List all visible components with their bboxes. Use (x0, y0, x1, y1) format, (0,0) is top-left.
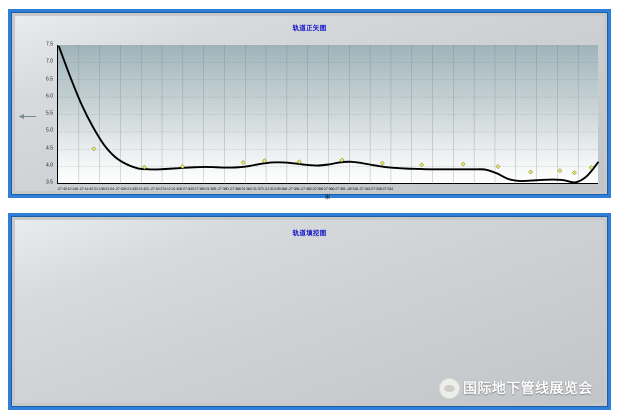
chart-panel-versine: 轨道正矢图 7.5 7.0 6.5 6.0 5.5 5.0 4.5 4.0 3.5 -27·45… (8, 9, 611, 201)
versine-plot-svg (58, 45, 599, 184)
data-point-marker (460, 161, 466, 167)
data-point-marker (588, 165, 594, 171)
x-axis-tick-labels-versine: -27·45·12·146·-27·14·42·21·138·21·04·-27… (57, 186, 393, 191)
y-axis-labels-versine: 7.5 7.0 6.5 6.0 5.5 5.0 4.5 4.0 3.5 (21, 41, 53, 186)
y-tick-label: 4.5 (46, 145, 53, 151)
data-point-marker (91, 146, 97, 152)
y-tick-label: 7.0 (46, 58, 53, 65)
data-point-marker (262, 158, 267, 164)
data-point-marker (419, 162, 425, 168)
x-axis-name-versine: 米 (324, 195, 331, 201)
data-point-marker (528, 169, 534, 175)
data-line (58, 45, 599, 184)
data-point-marker (339, 157, 345, 163)
y-tick-label: 5.0 (46, 127, 53, 134)
data-point-marker (379, 160, 385, 166)
plot-area-versine (57, 45, 599, 184)
panel-surface: 轨道填挖图 (15, 220, 604, 403)
y-tick-label: 6.5 (46, 76, 53, 82)
y-tick-label: 5.5 (46, 110, 53, 117)
data-point-marker (180, 164, 185, 170)
data-point-marker (557, 168, 563, 174)
y-tick-label: 3.5 (46, 179, 53, 186)
y-tick-label: 4.0 (46, 162, 53, 169)
chart-title-elevation: 轨道填挖图 (292, 230, 327, 237)
y-tick-label: 7.5 (46, 41, 53, 48)
data-point-marker (571, 170, 577, 176)
data-point-marker (495, 164, 501, 170)
data-point-marker (141, 164, 147, 170)
chart-panel-elevation: 轨道填挖图 -13.812-13.810-13.808-13.806-13.80… (8, 213, 611, 410)
data-point-marker (296, 159, 302, 165)
y-tick-label: 6.0 (46, 93, 53, 100)
chart-title-versine: 轨道正矢图 (292, 25, 327, 32)
y-axis-pointer-icon (19, 114, 36, 119)
data-point-marker (240, 159, 246, 165)
